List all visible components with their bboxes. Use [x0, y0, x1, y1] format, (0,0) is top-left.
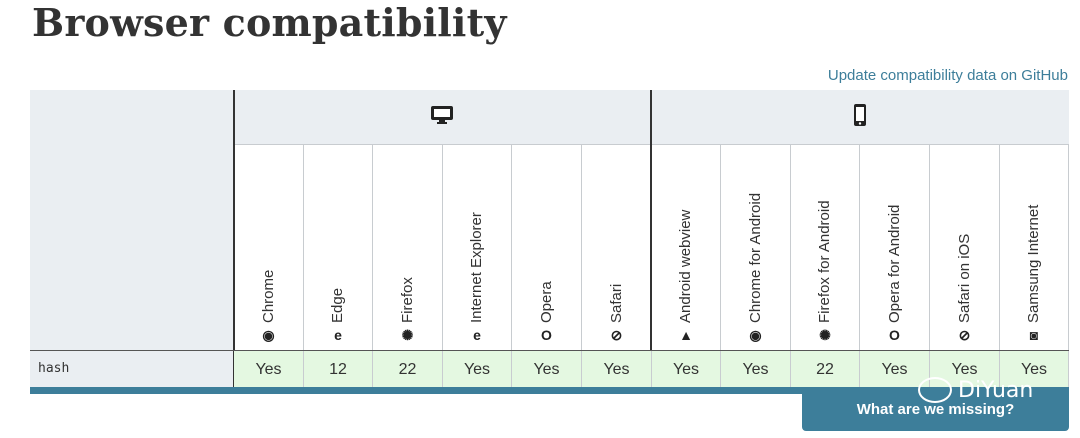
table-separator — [233, 90, 235, 387]
support-cell[interactable]: 22 — [791, 351, 860, 388]
platform-desktop — [234, 90, 650, 144]
support-cell[interactable]: Yes — [1000, 351, 1069, 388]
browser-column: Samsung Internet ◙ — [1000, 145, 1069, 351]
feature-row: hash Yes 12 22 Yes Yes Yes Yes Yes 22 Yes Yes Yes — [30, 350, 1069, 388]
feature-name[interactable]: hash — [38, 361, 70, 376]
browser-column: Safari ⊘ — [582, 145, 652, 351]
platform-mobile — [651, 90, 1069, 144]
desktop-icon — [430, 105, 454, 130]
edge-icon: e — [334, 327, 342, 343]
browser-column: Android webview ▲ — [652, 145, 721, 351]
browser-name: Samsung Internet — [1025, 204, 1042, 323]
browser-column: Opera O — [512, 145, 582, 351]
firefox-icon: ✺ — [819, 326, 831, 343]
browser-name: Firefox for Android — [816, 200, 833, 323]
support-cell[interactable]: Yes — [652, 351, 721, 388]
chrome-icon: ◉ — [262, 326, 275, 343]
browser-column: Chrome ◉ — [234, 145, 304, 351]
browser-column: Opera for Android O — [860, 145, 930, 351]
mobile-icon — [853, 103, 867, 132]
compat-table: Chrome ◉ Edge e Firefox ✺ Internet Explorer e Op… — [30, 90, 1069, 388]
browser-name: Chrome — [259, 269, 277, 323]
samsung-icon: ◙ — [1029, 327, 1039, 343]
feature-name-cell: hash — [30, 351, 233, 388]
safari-icon: ⊘ — [958, 326, 971, 343]
browser-column: Internet Explorer e — [443, 145, 512, 351]
support-cell[interactable]: Yes — [443, 351, 512, 388]
browser-name: Opera — [537, 281, 555, 323]
platform-separator — [650, 90, 652, 387]
watermark-text: DiYuan — [958, 377, 1034, 403]
browser-name: Firefox — [398, 277, 416, 323]
browser-name: Android webview — [677, 209, 694, 323]
support-cell[interactable]: Yes — [512, 351, 582, 388]
opera-icon: O — [889, 327, 900, 343]
browser-column: Edge e — [304, 145, 373, 351]
browser-column: Chrome for Android ◉ — [721, 145, 791, 351]
browser-name: Safari on iOS — [955, 233, 973, 323]
opera-icon: O — [541, 327, 552, 343]
page-title: Browser compatibility — [32, 0, 507, 45]
watermark: DiYuan — [918, 377, 1033, 403]
android-icon: ▲ — [679, 327, 693, 343]
support-cell[interactable]: Yes — [582, 351, 652, 388]
browser-name: Opera for Android — [885, 204, 903, 323]
support-cell[interactable]: Yes — [860, 351, 930, 388]
table-bottom-bar — [30, 387, 1069, 394]
browser-name: Safari — [607, 283, 625, 323]
browser-name: Edge — [329, 287, 346, 323]
support-cell[interactable]: 22 — [373, 351, 443, 388]
browser-column: Firefox for Android ✺ — [791, 145, 860, 351]
support-cell[interactable]: 12 — [304, 351, 373, 388]
chrome-icon: ◉ — [749, 326, 762, 343]
browser-column: Safari on iOS ⊘ — [930, 145, 1000, 351]
github-update-link[interactable]: Update compatibility data on GitHub — [827, 67, 1068, 84]
browser-name: Chrome for Android — [746, 192, 764, 323]
browser-column: Firefox ✺ — [373, 145, 443, 351]
safari-icon: ⊘ — [610, 326, 623, 343]
chat-icon — [918, 377, 952, 403]
ie-icon: e — [473, 327, 481, 343]
support-cell[interactable]: Yes — [234, 351, 304, 388]
table-corner — [30, 90, 233, 350]
firefox-icon: ✺ — [401, 326, 414, 343]
support-cell[interactable]: Yes — [721, 351, 791, 388]
browser-name: Internet Explorer — [468, 212, 485, 323]
